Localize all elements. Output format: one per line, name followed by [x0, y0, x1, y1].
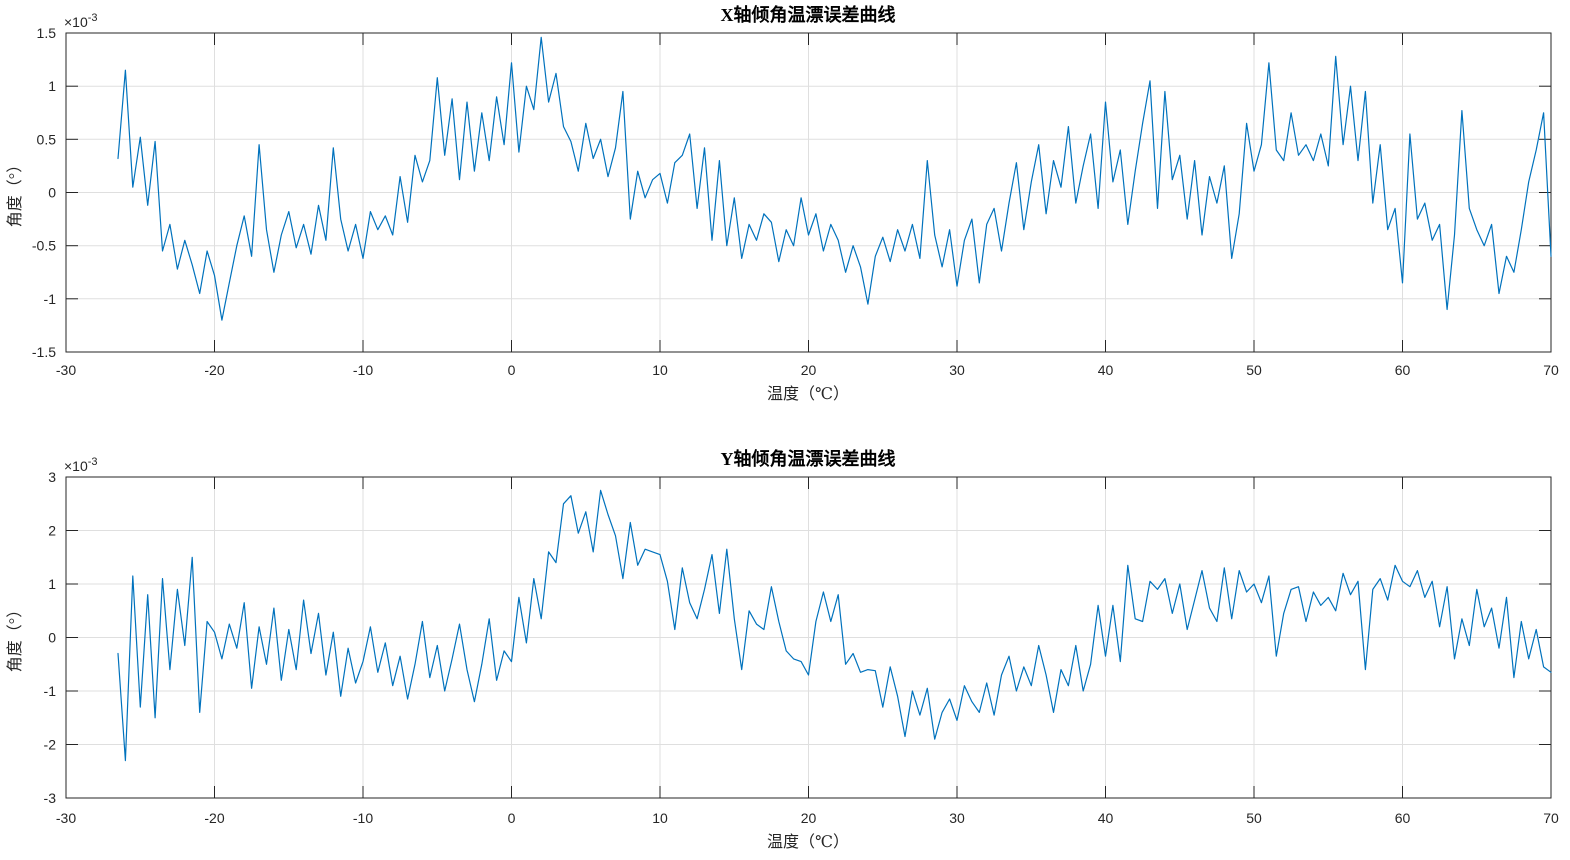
- y-tilt-series-line: [117, 489, 1552, 762]
- x-tilt-temp-drift-chart: -30 -20 -10 0 10 20 30 40 50 60 70 -1.5 -1 -0.5 0 0.5 1 1…: [6, 4, 1559, 403]
- axes-box: [65, 476, 1552, 799]
- grid: [65, 476, 1552, 799]
- axes-box: [65, 32, 1552, 353]
- x-tick-label: 60: [1395, 362, 1411, 378]
- y-axis-label: 角度（°）: [6, 602, 24, 672]
- x-axis-label: 温度（℃）: [767, 833, 849, 851]
- x-axis-label: 温度（℃）: [767, 385, 849, 403]
- x-tick-label: -20: [204, 362, 224, 378]
- x-tick-label: 40: [1098, 362, 1114, 378]
- x-tick-label: -10: [353, 362, 373, 378]
- y-tick-label: 3: [48, 469, 56, 485]
- x-tick-label: 20: [801, 810, 817, 826]
- y-tick-label: -0.5: [32, 238, 56, 254]
- x-tick-label: 50: [1246, 810, 1262, 826]
- x-tick-label: 50: [1246, 362, 1262, 378]
- y-tick-label: 1.5: [37, 25, 57, 41]
- x-tick-label: 30: [949, 810, 965, 826]
- exponent-base: ×10: [64, 14, 88, 30]
- x-tick-label: 30: [949, 362, 965, 378]
- x-tilt-series-line: [117, 36, 1552, 321]
- y-tick-label: 2: [48, 523, 56, 539]
- grid: [65, 32, 1552, 353]
- y-axis-label: 角度（°）: [6, 157, 24, 227]
- y-tick-label: 0.5: [37, 131, 57, 147]
- chart-title: Y轴倾角温漂误差曲线: [721, 448, 896, 469]
- x-tick-label: 10: [652, 810, 668, 826]
- y-tick-label: 1: [48, 576, 56, 592]
- x-tick-label: 0: [508, 362, 516, 378]
- y-tick-label: -1: [44, 683, 57, 699]
- y-tick-label: -1: [44, 291, 57, 307]
- y-tick-label: -2: [44, 737, 57, 753]
- x-tick-label: 70: [1543, 810, 1559, 826]
- x-tick-label: -30: [56, 362, 76, 378]
- x-tick-label: -30: [56, 810, 76, 826]
- x-tick-label: 40: [1098, 810, 1114, 826]
- tick-labels: -30 -20 -10 0 10 20 30 40 50 60 70 -1.5 -1 -0.5 0 0.5 1 1…: [32, 25, 1559, 378]
- y-tick-label: 0: [48, 185, 56, 201]
- exponent-base: ×10: [64, 458, 88, 474]
- x-tick-label: -20: [204, 810, 224, 826]
- x-tick-label: 20: [801, 362, 817, 378]
- x-tick-label: 60: [1395, 810, 1411, 826]
- y-axis-exponent: ×10-3: [64, 12, 98, 30]
- x-tick-label: 0: [508, 810, 516, 826]
- exponent-power: -3: [88, 456, 98, 468]
- x-tick-label: -10: [353, 810, 373, 826]
- chart-title: X轴倾角温漂误差曲线: [721, 4, 896, 25]
- y-axis-exponent: ×10-3: [64, 456, 98, 474]
- y-tick-label: 0: [48, 630, 56, 646]
- y-tick-label: -3: [44, 790, 57, 806]
- y-tick-label: -1.5: [32, 344, 56, 360]
- x-tick-label: 10: [652, 362, 668, 378]
- exponent-power: -3: [88, 12, 98, 24]
- y-tick-label: 1: [48, 78, 56, 94]
- x-tick-label: 70: [1543, 362, 1559, 378]
